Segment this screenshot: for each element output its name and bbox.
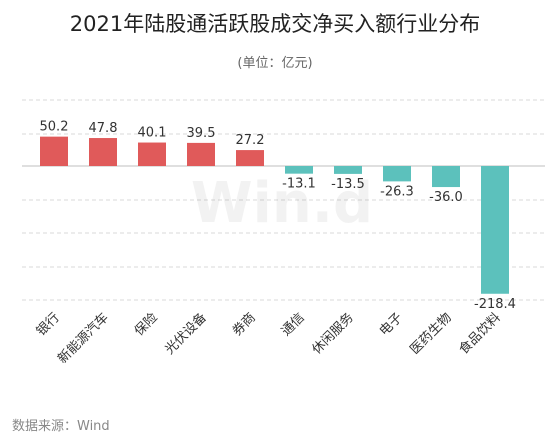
bar-9 bbox=[481, 166, 509, 294]
category-label: 电子 bbox=[377, 310, 406, 339]
data-source-note: 数据来源：Wind bbox=[12, 419, 110, 434]
category-label: 通信 bbox=[279, 310, 308, 339]
watermark: Win.d bbox=[191, 171, 373, 236]
bar-0 bbox=[40, 136, 68, 166]
category-label: 医药生物 bbox=[407, 310, 454, 357]
value-label: 39.5 bbox=[187, 126, 216, 141]
category-label: 光伏设备 bbox=[162, 310, 210, 358]
value-label: 50.2 bbox=[40, 120, 69, 135]
category-label: 食品饮料 bbox=[456, 310, 504, 358]
chart-unit-subtitle: (单位：亿元) bbox=[237, 56, 313, 71]
chart-title: 2021年陆股通活跃股成交净买入额行业分布 bbox=[69, 12, 481, 36]
value-label: -26.3 bbox=[380, 184, 414, 199]
value-label: -36.0 bbox=[429, 190, 463, 205]
bar-3 bbox=[187, 142, 215, 166]
value-label: -218.4 bbox=[474, 297, 516, 312]
category-label: 保险 bbox=[132, 310, 161, 339]
value-label: -13.1 bbox=[282, 177, 316, 192]
value-label: 47.8 bbox=[89, 121, 118, 136]
value-label: -13.5 bbox=[331, 177, 365, 192]
bar-7 bbox=[383, 166, 411, 182]
bar-1 bbox=[89, 138, 117, 166]
value-label: 27.2 bbox=[236, 133, 265, 148]
value-label: 40.1 bbox=[138, 126, 167, 141]
bar-6 bbox=[334, 166, 362, 174]
bar-8 bbox=[432, 166, 460, 188]
category-label: 新能源汽车 bbox=[55, 310, 112, 367]
category-label: 券商 bbox=[229, 310, 259, 340]
bar-4 bbox=[236, 150, 264, 166]
category-label: 休闲服务 bbox=[309, 310, 357, 358]
category-label: 银行 bbox=[34, 310, 63, 339]
bar-2 bbox=[138, 142, 166, 166]
bar-5 bbox=[285, 166, 313, 174]
